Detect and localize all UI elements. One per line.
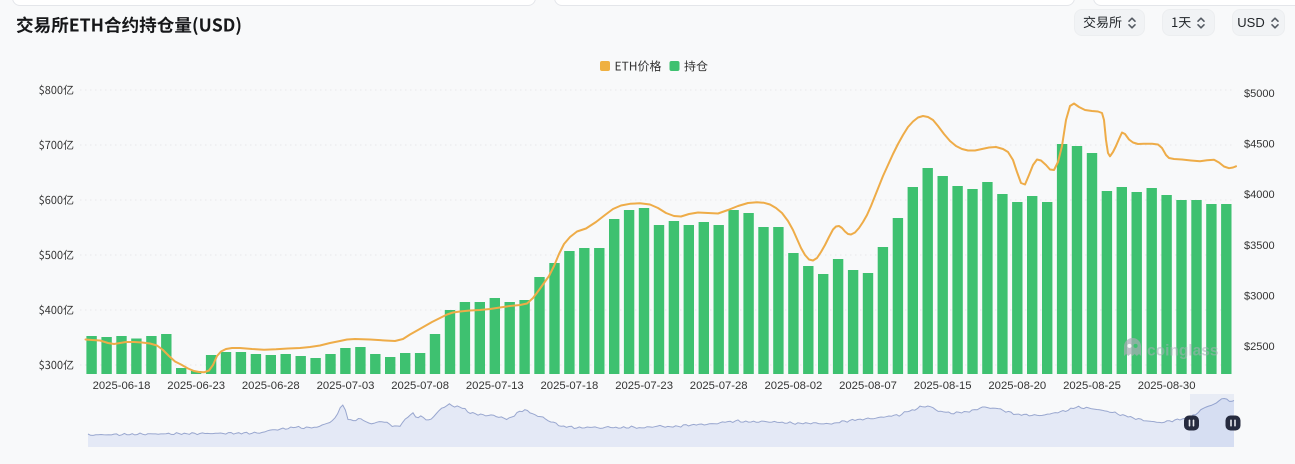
svg-text:2025-08-02: 2025-08-02 [765, 380, 823, 392]
svg-text:2025-08-07: 2025-08-07 [839, 380, 897, 392]
svg-text:2025-07-23: 2025-07-23 [615, 380, 673, 392]
svg-text:$3000: $3000 [1244, 290, 1275, 302]
svg-text:2025-07-08: 2025-07-08 [391, 380, 449, 392]
svg-text:$4000: $4000 [1244, 189, 1275, 201]
svg-text:$5000: $5000 [1244, 88, 1275, 100]
svg-text:$3500: $3500 [1244, 240, 1275, 252]
svg-text:2025-06-18: 2025-06-18 [93, 380, 151, 392]
svg-text:2025-07-18: 2025-07-18 [541, 380, 599, 392]
svg-text:2025-06-23: 2025-06-23 [167, 380, 225, 392]
svg-text:2025-07-03: 2025-07-03 [317, 380, 375, 392]
svg-text:$2500: $2500 [1244, 341, 1275, 353]
svg-text:$4500: $4500 [1244, 139, 1275, 151]
svg-text:2025-08-20: 2025-08-20 [988, 380, 1046, 392]
svg-text:2025-07-28: 2025-07-28 [690, 380, 748, 392]
svg-text:2025-08-25: 2025-08-25 [1063, 380, 1121, 392]
svg-text:2025-06-28: 2025-06-28 [242, 380, 300, 392]
svg-text:2025-08-30: 2025-08-30 [1138, 380, 1196, 392]
svg-text:2025-08-15: 2025-08-15 [914, 380, 972, 392]
svg-text:2025-07-13: 2025-07-13 [466, 380, 524, 392]
svg-text:coinglass: coinglass [1147, 343, 1219, 360]
